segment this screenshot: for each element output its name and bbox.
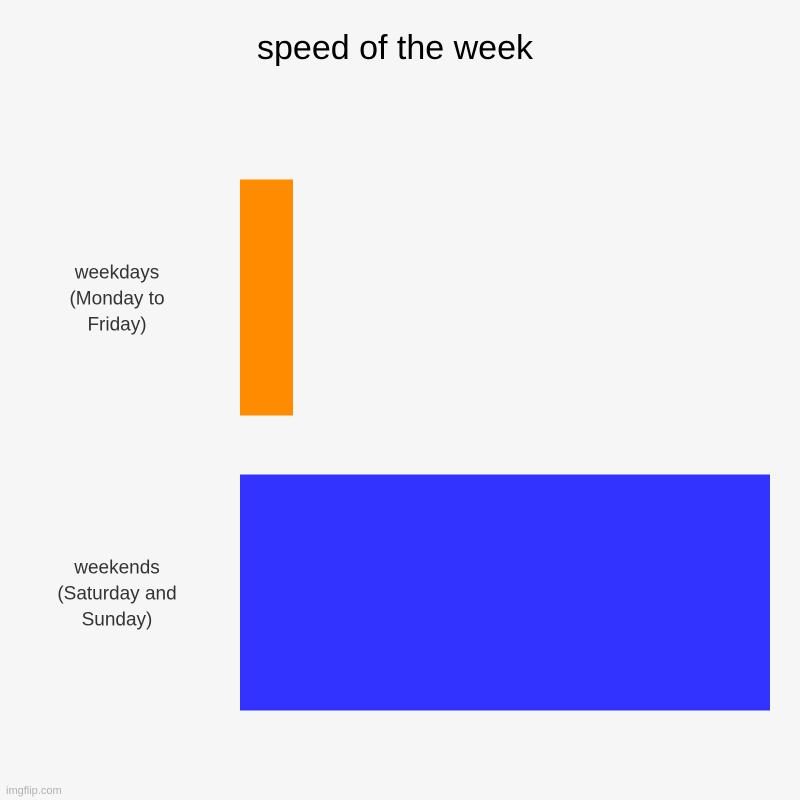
category-label-line: Sunday): [82, 610, 153, 631]
category-label-line: (Saturday and: [57, 584, 176, 605]
category-label-line: (Monday to: [69, 289, 164, 310]
chart-title: speed of the week: [257, 29, 534, 67]
category-label-line: Friday): [87, 315, 146, 336]
category-label-1: weekends (Saturday and Sunday): [57, 558, 176, 631]
category-label-line: weekends: [73, 558, 160, 579]
category-labels: weekdays (Monday to Friday) weekends (Saturd…: [57, 263, 176, 631]
bar-0: [240, 179, 293, 416]
category-label-0: weekdays (Monday to Friday): [69, 263, 164, 336]
bar-1: [240, 474, 770, 711]
category-label-line: weekdays: [74, 263, 160, 284]
bars-group: [240, 179, 770, 711]
imgflip-watermark: imgflip.com: [6, 785, 62, 797]
